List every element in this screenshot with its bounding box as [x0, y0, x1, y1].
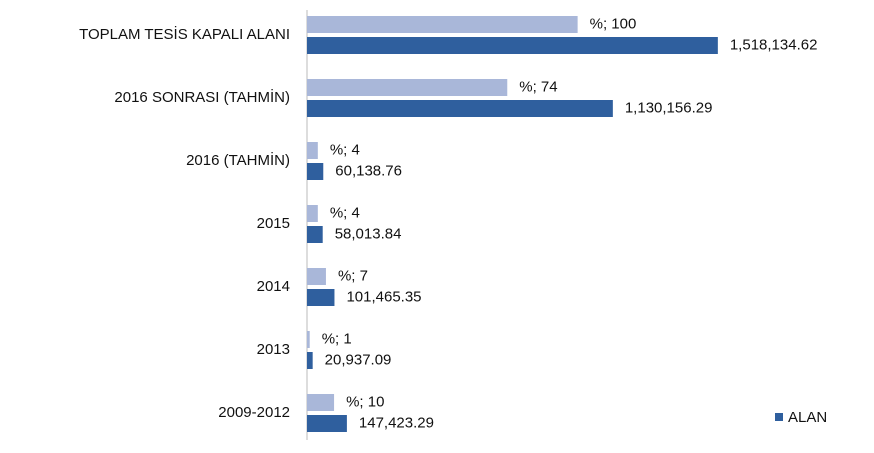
- legend-label: ALAN: [788, 409, 827, 426]
- legend-swatch: [775, 413, 783, 421]
- category-label: TOPLAM TESİS KAPALI ALANI: [79, 25, 290, 43]
- category-label: 2013: [257, 341, 290, 358]
- data-label: %; 7: [338, 267, 368, 284]
- data-label: %; 4: [330, 141, 360, 158]
- category-label: 2016 (TAHMİN): [186, 151, 290, 169]
- data-label: 1,518,134.62: [730, 36, 818, 53]
- data-label: %; 10: [346, 393, 384, 410]
- bar: [307, 289, 335, 306]
- data-label: 147,423.29: [359, 414, 434, 431]
- bar: [307, 352, 313, 369]
- category-label: 2015: [257, 215, 290, 232]
- bar: [307, 331, 310, 348]
- category-label: 2016 SONRASI (TAHMİN): [114, 88, 290, 106]
- bar: [307, 37, 718, 54]
- data-label: %; 74: [519, 78, 557, 95]
- data-label: 1,130,156.29: [625, 99, 713, 116]
- data-label: 58,013.84: [335, 225, 402, 242]
- bar: [307, 100, 613, 117]
- category-label: 2009-2012: [218, 404, 290, 421]
- data-label: 20,937.09: [325, 351, 392, 368]
- bar: [307, 226, 323, 243]
- data-label: 60,138.76: [335, 162, 402, 179]
- data-label: %; 1: [322, 330, 352, 347]
- bar: [307, 205, 318, 222]
- bar: [307, 268, 326, 285]
- category-label: 2014: [257, 278, 290, 295]
- bar: [307, 142, 318, 159]
- data-label: 101,465.35: [346, 288, 421, 305]
- bar: [307, 79, 508, 96]
- bar: [307, 415, 347, 432]
- data-label: %; 100: [590, 15, 637, 32]
- bar: [307, 163, 324, 180]
- bar: [307, 394, 335, 411]
- data-label: %; 4: [330, 204, 360, 221]
- bar: [307, 16, 578, 33]
